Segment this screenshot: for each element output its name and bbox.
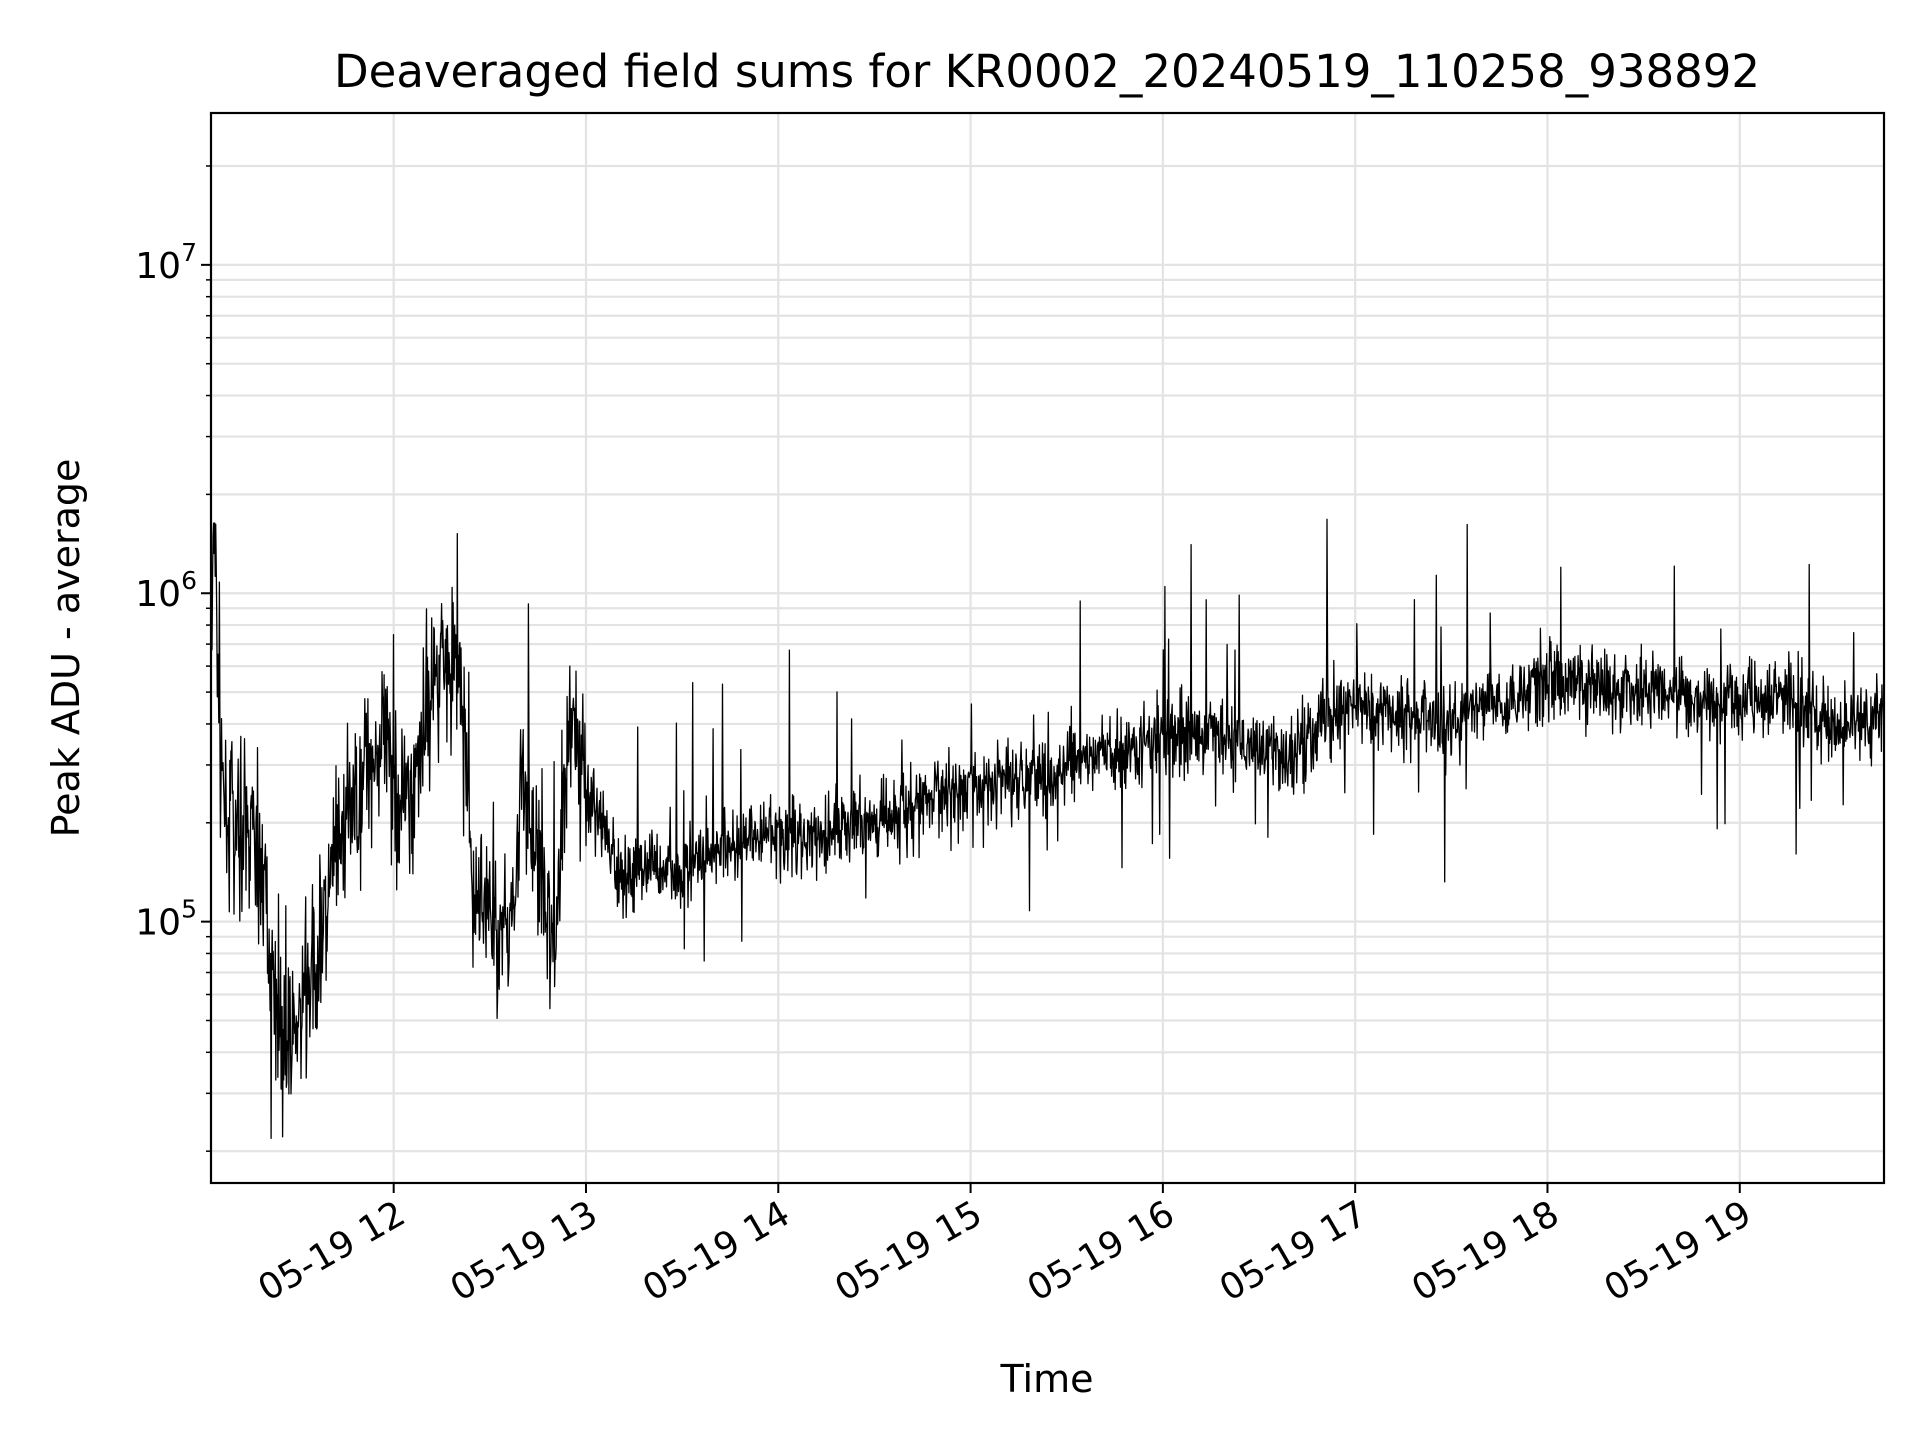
y-tick-label: 107 <box>135 238 197 287</box>
plot-frame <box>209 111 1886 1185</box>
x-axis-label: Time <box>1000 1357 1094 1401</box>
series-line <box>210 518 1885 1140</box>
chart-title: Deaveraged field sums for KR0002_2024051… <box>334 45 1760 98</box>
y-tick-label: 105 <box>135 895 197 944</box>
y-tick-label: 106 <box>135 566 197 615</box>
y-axis-label: Peak ADU - average <box>44 459 88 838</box>
